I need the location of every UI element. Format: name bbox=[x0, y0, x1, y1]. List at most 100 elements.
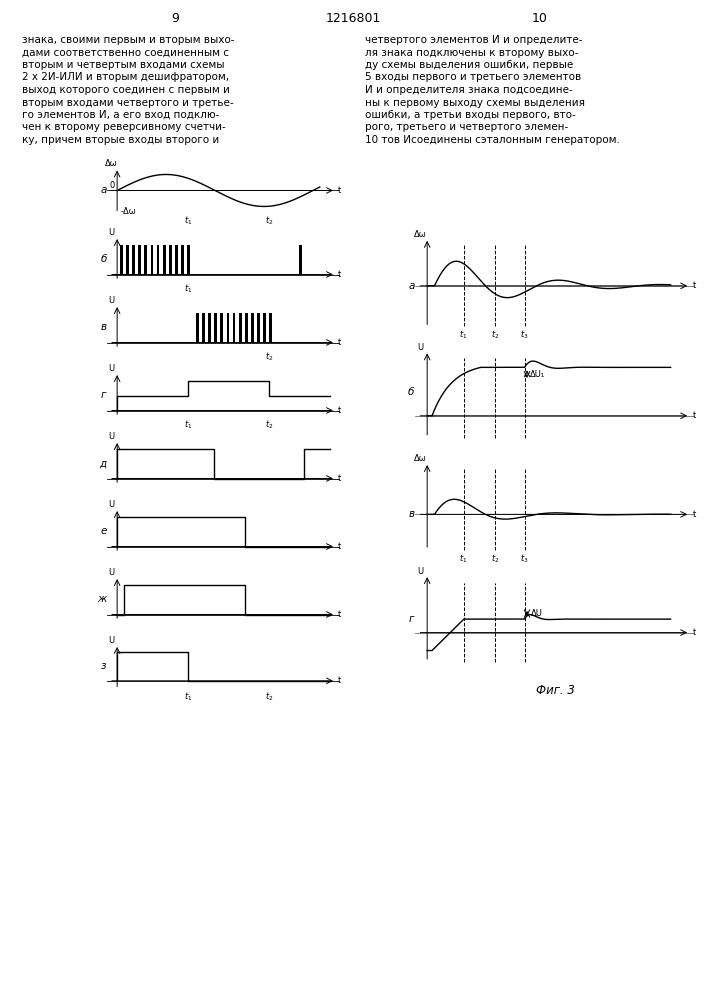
Text: t: t bbox=[338, 542, 341, 551]
Text: а: а bbox=[100, 185, 107, 195]
Text: $t_2$: $t_2$ bbox=[265, 691, 274, 703]
Bar bbox=[263, 312, 266, 342]
Text: Δω: Δω bbox=[414, 454, 426, 463]
Text: выход которого соединен с первым и: выход которого соединен с первым и bbox=[22, 85, 230, 95]
Bar bbox=[251, 312, 254, 342]
Text: $t_1$: $t_1$ bbox=[460, 329, 468, 341]
Text: t: t bbox=[338, 474, 341, 483]
Bar bbox=[257, 312, 259, 342]
Text: U: U bbox=[108, 636, 114, 645]
Text: в: в bbox=[409, 509, 414, 519]
Text: ΔU: ΔU bbox=[531, 609, 542, 618]
Text: рого, третьего и четвертого элемен-: рого, третьего и четвертого элемен- bbox=[365, 122, 568, 132]
Text: t: t bbox=[693, 510, 696, 519]
Text: t: t bbox=[338, 186, 341, 195]
Text: а: а bbox=[408, 281, 414, 291]
Text: t: t bbox=[338, 676, 341, 685]
Text: U: U bbox=[108, 228, 114, 237]
Text: 0: 0 bbox=[110, 181, 115, 190]
Bar bbox=[239, 312, 242, 342]
Text: $t_2$: $t_2$ bbox=[265, 351, 274, 363]
Text: ду схемы выделения ошибки, первые: ду схемы выделения ошибки, первые bbox=[365, 60, 573, 70]
Text: вторым входами четвертого и третье-: вторым входами четвертого и третье- bbox=[22, 98, 233, 107]
Bar bbox=[120, 244, 123, 274]
Text: U: U bbox=[108, 500, 114, 509]
Text: И и определителя знака подсоедине-: И и определителя знака подсоедине- bbox=[365, 85, 573, 95]
Bar bbox=[169, 244, 172, 274]
Text: U: U bbox=[108, 432, 114, 441]
Text: 5 входы первого и третьего элементов: 5 входы первого и третьего элементов bbox=[365, 73, 581, 83]
Bar bbox=[157, 244, 160, 274]
Text: U: U bbox=[417, 567, 423, 576]
Bar bbox=[132, 244, 135, 274]
Text: вторым и четвертым входами схемы: вторым и четвертым входами схемы bbox=[22, 60, 225, 70]
Text: г: г bbox=[101, 390, 107, 400]
Text: ошибки, а третьи входы первого, вто-: ошибки, а третьи входы первого, вто- bbox=[365, 110, 575, 120]
Text: t: t bbox=[693, 628, 696, 637]
Text: $t_2$: $t_2$ bbox=[491, 329, 500, 341]
Bar bbox=[214, 312, 217, 342]
Text: U: U bbox=[417, 343, 423, 352]
Bar bbox=[181, 244, 184, 274]
Text: чен к второму реверсивному счетчи-: чен к второму реверсивному счетчи- bbox=[22, 122, 226, 132]
Bar bbox=[139, 244, 141, 274]
Text: в: в bbox=[100, 322, 107, 332]
Text: -Δω: -Δω bbox=[120, 207, 136, 216]
Text: б: б bbox=[100, 254, 107, 264]
Text: $t_1$: $t_1$ bbox=[184, 215, 192, 227]
Text: $t_2$: $t_2$ bbox=[265, 419, 274, 431]
Text: 9: 9 bbox=[171, 12, 179, 25]
Text: е: е bbox=[100, 526, 107, 536]
Text: ку, причем вторые входы второго и: ку, причем вторые входы второго и bbox=[22, 135, 219, 145]
Text: Фиг. 3: Фиг. 3 bbox=[536, 684, 574, 697]
Text: з: з bbox=[101, 661, 107, 671]
Bar bbox=[209, 312, 211, 342]
Text: Δω: Δω bbox=[105, 159, 117, 168]
Text: четвертого элементов И и определите-: четвертого элементов И и определите- bbox=[365, 35, 583, 45]
Text: $t_1$: $t_1$ bbox=[184, 419, 192, 431]
Text: U: U bbox=[108, 296, 114, 305]
Text: $t_1$: $t_1$ bbox=[184, 691, 192, 703]
Bar bbox=[269, 312, 272, 342]
Text: го элементов И, а его вход подклю-: го элементов И, а его вход подклю- bbox=[22, 110, 219, 120]
Bar bbox=[226, 312, 229, 342]
Text: $t_1$: $t_1$ bbox=[184, 283, 192, 295]
Text: U: U bbox=[108, 568, 114, 577]
Text: $t_2$: $t_2$ bbox=[491, 553, 500, 565]
Text: знака, своими первым и вторым выхо-: знака, своими первым и вторым выхо- bbox=[22, 35, 235, 45]
Text: t: t bbox=[338, 338, 341, 347]
Bar bbox=[175, 244, 177, 274]
Text: ΔU₁: ΔU₁ bbox=[530, 370, 545, 379]
Text: U: U bbox=[108, 364, 114, 373]
Text: ж: ж bbox=[98, 594, 107, 604]
Bar bbox=[221, 312, 223, 342]
Text: б: б bbox=[408, 387, 414, 397]
Text: ны к первому выходу схемы выделения: ны к первому выходу схемы выделения bbox=[365, 98, 585, 107]
Bar bbox=[300, 244, 303, 274]
Text: 2 х 2И-ИЛИ и вторым дешифратором,: 2 х 2И-ИЛИ и вторым дешифратором, bbox=[22, 73, 229, 83]
Text: ля знака подключены к второму выхо-: ля знака подключены к второму выхо- bbox=[365, 47, 578, 57]
Text: Δω: Δω bbox=[414, 230, 426, 239]
Text: t: t bbox=[338, 610, 341, 619]
Text: t: t bbox=[338, 270, 341, 279]
Text: t: t bbox=[338, 406, 341, 415]
Bar bbox=[144, 244, 147, 274]
Text: $t_1$: $t_1$ bbox=[460, 553, 468, 565]
Text: г: г bbox=[409, 614, 414, 624]
Text: 10: 10 bbox=[532, 12, 548, 25]
Text: t: t bbox=[693, 411, 696, 420]
Bar bbox=[127, 244, 129, 274]
Text: $t_2$: $t_2$ bbox=[265, 215, 274, 227]
Text: д: д bbox=[100, 458, 107, 468]
Bar bbox=[151, 244, 153, 274]
Bar bbox=[233, 312, 235, 342]
Text: $t_3$: $t_3$ bbox=[520, 553, 529, 565]
Text: 1216801: 1216801 bbox=[325, 12, 380, 25]
Bar bbox=[245, 312, 247, 342]
Text: дами соответственно соединенным с: дами соответственно соединенным с bbox=[22, 47, 229, 57]
Bar bbox=[202, 312, 205, 342]
Text: 10 тов Исоединены сэталонным генератором.: 10 тов Исоединены сэталонным генератором… bbox=[365, 135, 620, 145]
Text: t: t bbox=[693, 281, 696, 290]
Bar bbox=[196, 312, 199, 342]
Bar bbox=[163, 244, 165, 274]
